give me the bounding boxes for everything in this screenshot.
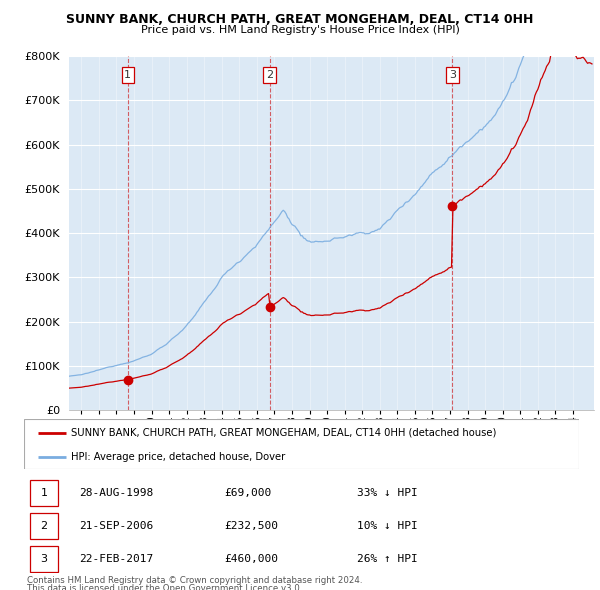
Text: Contains HM Land Registry data © Crown copyright and database right 2024.: Contains HM Land Registry data © Crown c… xyxy=(27,576,362,585)
Text: 1: 1 xyxy=(40,489,47,498)
Text: 1: 1 xyxy=(124,70,131,80)
Text: 3: 3 xyxy=(449,70,456,80)
Text: £232,500: £232,500 xyxy=(224,522,278,532)
Text: 28-AUG-1998: 28-AUG-1998 xyxy=(79,489,154,498)
Text: 26% ↑ HPI: 26% ↑ HPI xyxy=(357,555,418,565)
Text: SUNNY BANK, CHURCH PATH, GREAT MONGEHAM, DEAL, CT14 0HH (detached house): SUNNY BANK, CHURCH PATH, GREAT MONGEHAM,… xyxy=(71,428,497,438)
Text: 3: 3 xyxy=(40,555,47,565)
Bar xyxy=(29,546,58,572)
Text: 2: 2 xyxy=(40,522,47,532)
Text: £69,000: £69,000 xyxy=(224,489,271,498)
Text: Price paid vs. HM Land Registry's House Price Index (HPI): Price paid vs. HM Land Registry's House … xyxy=(140,25,460,35)
Text: £460,000: £460,000 xyxy=(224,555,278,565)
Text: This data is licensed under the Open Government Licence v3.0.: This data is licensed under the Open Gov… xyxy=(27,584,302,590)
Text: 22-FEB-2017: 22-FEB-2017 xyxy=(79,555,154,565)
Text: 10% ↓ HPI: 10% ↓ HPI xyxy=(357,522,418,532)
Text: 33% ↓ HPI: 33% ↓ HPI xyxy=(357,489,418,498)
Text: HPI: Average price, detached house, Dover: HPI: Average price, detached house, Dove… xyxy=(71,451,286,461)
Text: 2: 2 xyxy=(266,70,273,80)
Bar xyxy=(29,513,58,539)
Bar xyxy=(29,480,58,506)
Text: SUNNY BANK, CHURCH PATH, GREAT MONGEHAM, DEAL, CT14 0HH: SUNNY BANK, CHURCH PATH, GREAT MONGEHAM,… xyxy=(67,13,533,26)
Text: 21-SEP-2006: 21-SEP-2006 xyxy=(79,522,154,532)
